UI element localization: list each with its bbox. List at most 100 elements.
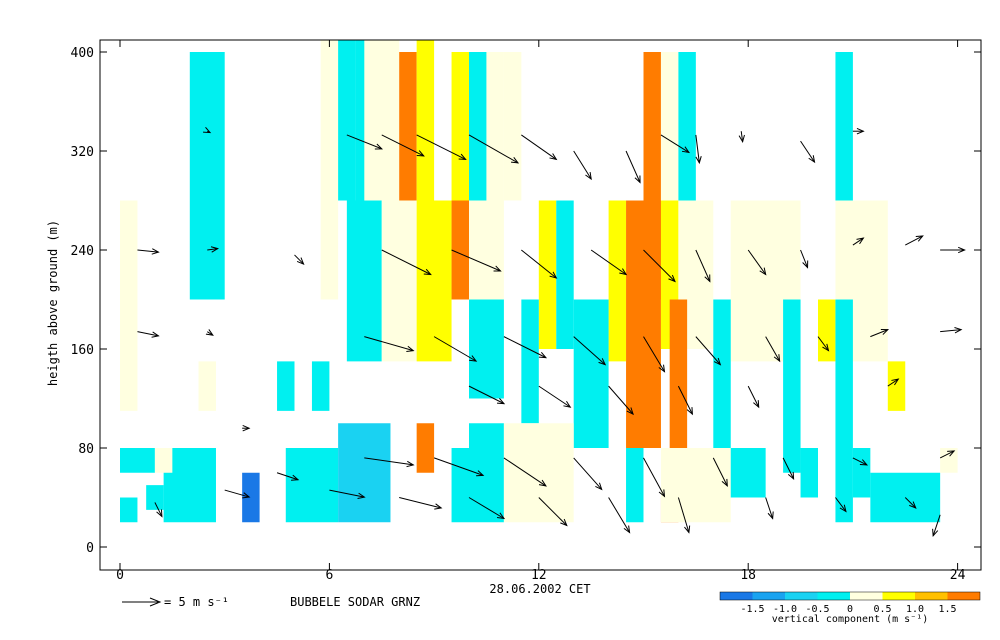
wind-vector [817,336,830,352]
wind-vector [346,134,384,150]
heatmap-cell [189,52,225,300]
y-tick-label: 400 [71,46,94,61]
heatmap-cell [285,448,339,523]
heatmap-cell [381,200,417,362]
wind-vector [738,131,745,143]
y-axis-label: heigth above ground (m) [46,220,60,386]
plot-frame [99,39,982,571]
colorbar-label: vertical component (m s⁻¹) [772,614,929,625]
wind-vector [573,150,592,181]
x-tick-label: 24 [950,568,966,583]
wind-vector [643,249,676,283]
heatmap-cell [120,497,138,523]
x-tick-label: 18 [740,568,756,583]
heatmap-cell [451,52,469,201]
wind-vector [573,457,603,491]
wind-vector [433,457,485,477]
heatmap-cell [940,448,958,473]
wind-vector [800,140,816,164]
heatmap-cell [669,299,688,448]
heatmap-cell [469,299,504,399]
wind-vector [712,457,728,488]
wind-vector [835,497,847,513]
heatmap-cell [643,200,661,448]
wind-vector [137,248,160,255]
heatmap-cell [556,200,574,349]
wind-vector [503,457,547,487]
heatmap-cell [730,448,766,498]
colorbar-tick-label: -1.0 [773,604,797,615]
heatmap-cell [660,448,731,523]
wind-vector [294,254,305,265]
heatmap-cell [154,448,173,473]
heatmap-cell [573,299,609,448]
x-tick-label: 6 [325,568,333,583]
heatmap-cell [451,448,469,523]
wind-vector [905,235,924,246]
colorbar-swatch [882,592,915,600]
heatmap-cell [660,52,679,201]
heatmap-cell [346,200,382,362]
x-tick-label: 0 [116,568,124,583]
wind-vector [154,502,163,518]
heatmap-cell [146,485,164,510]
scale-arrow-label: = 5 m s⁻¹ [164,595,229,609]
x-tick-label: 12 [531,568,547,583]
wind-vector [329,489,366,499]
heatmap-cell [399,52,417,201]
y-tick-label: 80 [78,442,94,457]
heatmap-cell [364,39,400,201]
wind-vector [364,457,415,468]
wind-vector [207,246,220,253]
colorbar-tick-label: 1.5 [938,604,956,615]
wind-vector [521,249,558,279]
y-tick-label: 160 [71,343,94,358]
colorbar-swatch [850,592,883,600]
heatmap-cell [887,361,906,411]
heatmap-cell [626,448,644,523]
heatmap-cell [416,200,452,362]
heatmap-cell [242,472,260,523]
y-tick-label: 320 [71,145,94,160]
wind-vector [538,385,572,408]
wind-vector [932,514,941,538]
heatmap-cell [835,52,853,201]
x-axis: 0 6 12 18 24 [116,40,966,583]
heatmap-cell [338,39,356,201]
heatmap-cell [486,52,504,201]
wind-vector [660,134,691,154]
wind-vector [203,126,212,134]
wind-vector [765,497,774,520]
heatmap-cell [277,361,295,411]
wind-vector [852,237,865,246]
heatmap-cell [503,52,522,201]
colorbar-tick-label: -0.5 [805,604,829,615]
heatmap-cell [416,39,435,201]
colorbar-swatch [915,592,948,600]
wind-vector [695,134,702,165]
y-tick-label: 0 [86,541,94,556]
wind-vector [625,150,641,184]
x-axis-label: 28.06.2002 CET [489,582,590,596]
wind-vector [399,497,443,510]
wind-vector [521,134,558,161]
heatmap-cell [608,200,627,362]
colorbar: -1.5 -1.0 -0.5 0 0.5 1.0 1.5 [719,591,981,615]
wind-vector [573,336,607,366]
wind-vector [608,497,631,534]
heatmap-cell [451,200,469,300]
wind-vector [205,329,214,336]
wind-vector [852,457,869,466]
y-axis: 0 80 160 240 320 400 [71,46,981,556]
wind-vectors-layer [137,126,966,538]
wind-vector [940,327,963,334]
scale-arrow: = 5 m s⁻¹ [122,595,229,609]
wind-vector [643,457,666,498]
wind-vector [433,336,478,362]
heatmap-cell [521,299,539,424]
heatmap-cell [198,361,216,411]
heatmap-cell [800,448,818,498]
wind-vector [747,385,760,409]
wind-vector [643,336,666,373]
